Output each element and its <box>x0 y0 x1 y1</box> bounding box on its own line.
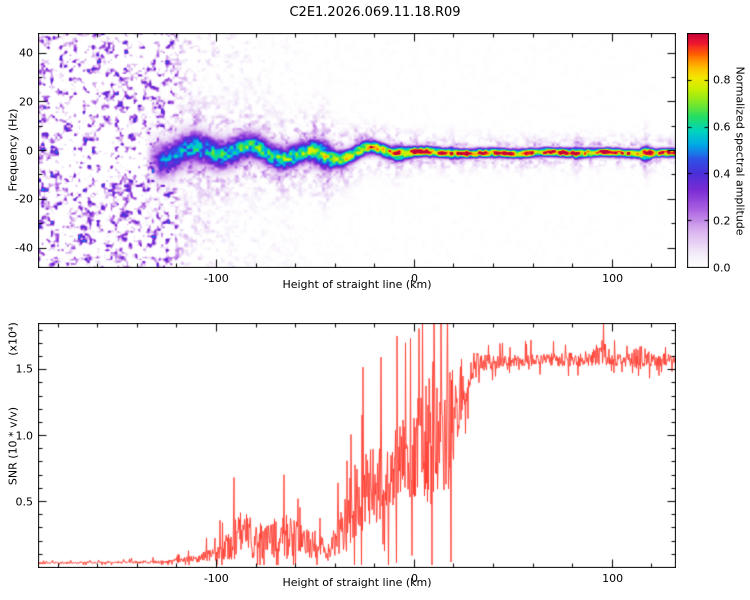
snr-x-axis-label: Height of straight line (km) <box>282 576 432 589</box>
spectrogram-canvas <box>38 33 676 268</box>
colorbar-tick-label: 0.4 <box>713 167 731 181</box>
snr-x-tick-label: 100 <box>602 572 624 585</box>
colorbar-tick-label: 0.2 <box>713 214 731 228</box>
colorbar-tick-label: 0.0 <box>713 261 731 275</box>
snr-y-axis-scale-note: (x10⁴) <box>6 322 20 356</box>
snr-y-tick-label: 1.5 <box>15 362 34 376</box>
colorbar-label: Normalized spectral amplitude <box>733 66 747 236</box>
colorbar-tick-label: 0.6 <box>713 120 731 134</box>
spectrogram-y-tick-label: 40 <box>19 46 33 60</box>
spectrogram-x-tick-label: 0 <box>410 272 418 285</box>
spectrogram-y-axis-label: Frequency (Hz) <box>6 108 20 192</box>
snr-y-tick-label: 1.0 <box>15 429 34 443</box>
colorbar-canvas <box>687 33 709 268</box>
spectrogram-y-tick-label: -20 <box>15 192 33 206</box>
spectrogram-y-tick-label: 0 <box>26 144 33 157</box>
snr-x-tick-label: 0 <box>410 572 418 585</box>
spectrogram-x-tick-label: -100 <box>203 272 229 285</box>
colorbar-tick-label: 0.8 <box>713 73 731 87</box>
spectrogram-y-tick-label: -40 <box>15 241 33 255</box>
spectrogram-y-tick-label: 20 <box>19 95 33 109</box>
snr-y-tick-label: 0.5 <box>15 495 34 509</box>
spectrogram-x-axis-label: Height of straight line (km) <box>282 278 432 291</box>
snr-x-tick-label: -100 <box>203 572 229 585</box>
spectrogram-x-tick-label: 100 <box>602 272 624 285</box>
snr-y-axis-label: SNR (10 * v/v) <box>6 406 20 486</box>
plot-title: C2E1.2026.069.11.18.R09 <box>289 5 461 20</box>
snr-canvas <box>38 323 676 568</box>
